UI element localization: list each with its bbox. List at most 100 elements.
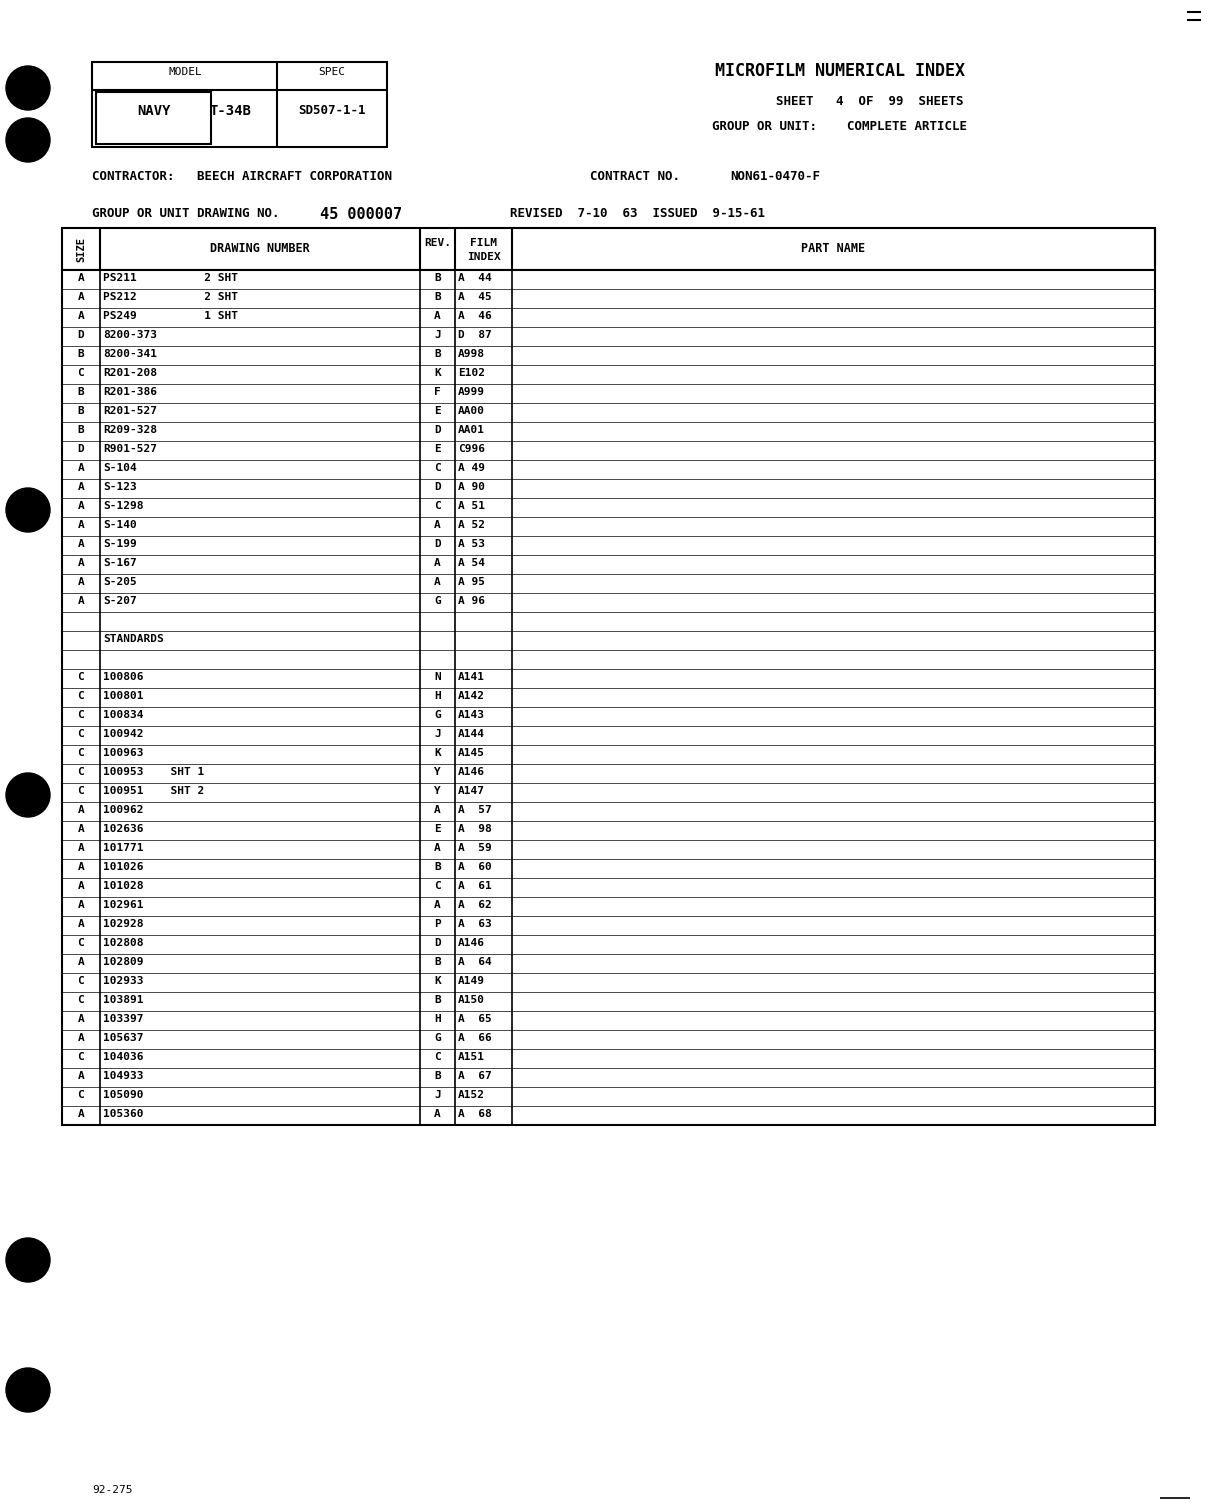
Circle shape xyxy=(6,774,50,817)
Text: C: C xyxy=(77,1090,85,1100)
Text: A: A xyxy=(77,539,85,549)
Text: C: C xyxy=(77,995,85,1005)
Text: E: E xyxy=(434,825,441,834)
Text: Y: Y xyxy=(434,786,441,796)
Text: A: A xyxy=(77,880,85,891)
Text: A: A xyxy=(77,900,85,911)
Text: A 49: A 49 xyxy=(458,464,484,473)
Text: A: A xyxy=(77,312,85,321)
Text: E: E xyxy=(434,406,441,415)
Text: B: B xyxy=(77,349,85,360)
Text: A998: A998 xyxy=(458,349,484,360)
Text: B: B xyxy=(77,424,85,435)
Text: C: C xyxy=(434,880,441,891)
Text: A: A xyxy=(77,862,85,871)
Text: K: K xyxy=(434,977,441,986)
Text: S-1298: S-1298 xyxy=(103,501,144,512)
Text: A: A xyxy=(77,920,85,929)
Text: B: B xyxy=(77,387,85,397)
Text: GROUP OR UNIT:    COMPLETE ARTICLE: GROUP OR UNIT: COMPLETE ARTICLE xyxy=(713,120,968,132)
Text: D: D xyxy=(77,330,85,340)
Text: INDEX: INDEX xyxy=(466,251,500,262)
Text: A: A xyxy=(77,558,85,567)
Text: A  61: A 61 xyxy=(458,880,492,891)
Text: A: A xyxy=(434,805,441,816)
Text: S-167: S-167 xyxy=(103,558,137,567)
Text: S-104: S-104 xyxy=(103,464,137,473)
Text: DRAWING NUMBER: DRAWING NUMBER xyxy=(210,242,310,254)
Text: R201-527: R201-527 xyxy=(103,406,157,415)
Text: GROUP OR UNIT DRAWING NO.: GROUP OR UNIT DRAWING NO. xyxy=(92,208,279,220)
Bar xyxy=(62,227,1155,269)
Text: A143: A143 xyxy=(458,710,484,719)
Text: K: K xyxy=(434,748,441,759)
Text: 100834: 100834 xyxy=(103,710,144,719)
Text: D  87: D 87 xyxy=(458,330,492,340)
Text: C: C xyxy=(77,369,85,378)
Circle shape xyxy=(6,66,50,110)
Text: A150: A150 xyxy=(458,995,484,1005)
Text: C: C xyxy=(77,673,85,682)
Text: A: A xyxy=(77,501,85,512)
Text: 8200-341: 8200-341 xyxy=(103,349,157,360)
Text: 103397: 103397 xyxy=(103,1014,144,1023)
Text: 102636: 102636 xyxy=(103,825,144,834)
Circle shape xyxy=(6,1368,50,1412)
Text: B: B xyxy=(434,349,441,360)
Text: 100963: 100963 xyxy=(103,748,144,759)
Text: A 54: A 54 xyxy=(458,558,484,567)
Text: 92-275: 92-275 xyxy=(92,1485,133,1494)
Text: 102809: 102809 xyxy=(103,957,144,968)
Text: 102961: 102961 xyxy=(103,900,144,911)
Text: AA01: AA01 xyxy=(458,424,484,435)
Text: A: A xyxy=(434,558,441,567)
Text: C: C xyxy=(77,710,85,719)
Text: PS212          2 SHT: PS212 2 SHT xyxy=(103,292,238,303)
Text: A: A xyxy=(77,1072,85,1081)
Text: H: H xyxy=(434,691,441,701)
Text: A  44: A 44 xyxy=(458,272,492,283)
Text: A: A xyxy=(77,1014,85,1023)
Text: A: A xyxy=(77,1032,85,1043)
Text: R201-208: R201-208 xyxy=(103,369,157,378)
Text: C: C xyxy=(77,768,85,777)
Text: PS211          2 SHT: PS211 2 SHT xyxy=(103,272,238,283)
Text: A  64: A 64 xyxy=(458,957,492,968)
Text: T-34B: T-34B xyxy=(209,104,251,117)
Text: A: A xyxy=(434,576,441,587)
Text: 100801: 100801 xyxy=(103,691,144,701)
Text: S-205: S-205 xyxy=(103,576,137,587)
Text: A: A xyxy=(77,482,85,492)
Text: 104933: 104933 xyxy=(103,1072,144,1081)
Text: A  68: A 68 xyxy=(458,1109,492,1120)
Text: A  45: A 45 xyxy=(458,292,492,303)
Text: FILM: FILM xyxy=(470,238,496,248)
Text: SIZE: SIZE xyxy=(76,236,86,262)
Text: A 95: A 95 xyxy=(458,576,484,587)
Text: F: F xyxy=(434,387,441,397)
Text: C: C xyxy=(434,501,441,512)
Text: R201-386: R201-386 xyxy=(103,387,157,397)
Text: 105637: 105637 xyxy=(103,1032,144,1043)
Bar xyxy=(92,62,387,147)
Text: A147: A147 xyxy=(458,786,484,796)
Text: A151: A151 xyxy=(458,1052,484,1063)
Text: D: D xyxy=(434,482,441,492)
Text: A  57: A 57 xyxy=(458,805,492,816)
Text: SHEET   4  OF  99  SHEETS: SHEET 4 OF 99 SHEETS xyxy=(777,95,964,108)
Text: B: B xyxy=(77,406,85,415)
Text: 100806: 100806 xyxy=(103,673,144,682)
Text: 102808: 102808 xyxy=(103,938,144,948)
Text: B: B xyxy=(434,272,441,283)
Text: 101026: 101026 xyxy=(103,862,144,871)
Text: J: J xyxy=(434,330,441,340)
Text: REVISED  7-10  63  ISSUED  9-15-61: REVISED 7-10 63 ISSUED 9-15-61 xyxy=(510,208,765,220)
Text: 104036: 104036 xyxy=(103,1052,144,1063)
Text: D: D xyxy=(434,424,441,435)
Text: A146: A146 xyxy=(458,768,484,777)
Text: C: C xyxy=(77,728,85,739)
Text: R901-527: R901-527 xyxy=(103,444,157,455)
Text: A: A xyxy=(77,272,85,283)
Text: A: A xyxy=(77,576,85,587)
Circle shape xyxy=(6,1239,50,1282)
